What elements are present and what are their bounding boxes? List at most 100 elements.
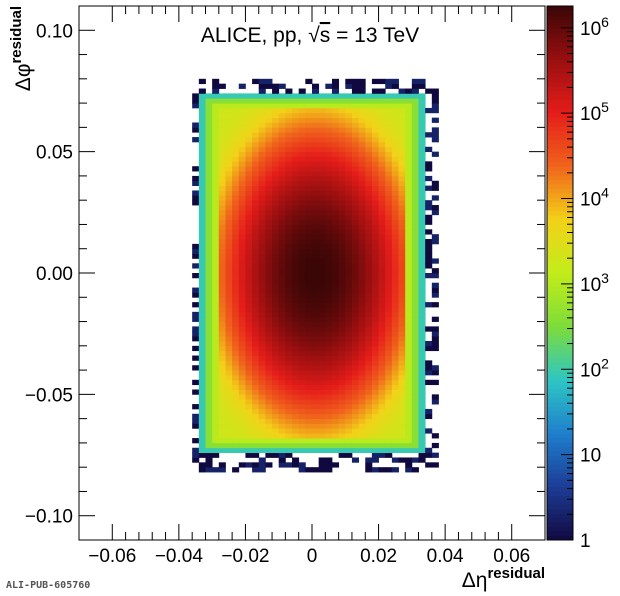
heatmap-cell [385, 117, 393, 123]
heatmap-cell [411, 423, 419, 429]
heatmap-cell [431, 302, 439, 308]
colorbar-segment [547, 148, 573, 154]
heatmap-cell [238, 345, 246, 352]
colorbar-segment [547, 308, 573, 314]
heatmap-cell [258, 292, 266, 298]
heatmap-cell [205, 277, 213, 284]
heatmap-cell [272, 277, 280, 284]
heatmap-cell [418, 219, 426, 225]
heatmap-cell [305, 433, 313, 439]
heatmap-cell [391, 248, 399, 254]
heatmap-cell [365, 127, 373, 133]
heatmap-cell [391, 336, 399, 342]
heatmap-cell [245, 117, 253, 123]
heatmap-cell [212, 374, 220, 381]
heatmap-cell [365, 107, 373, 114]
heatmap-cell [225, 190, 233, 196]
heatmap-cell [351, 200, 359, 206]
heatmap-cell [238, 321, 246, 327]
heatmap-cell [418, 365, 426, 371]
heatmap-cell [391, 166, 399, 172]
heatmap-cell [425, 408, 433, 415]
heatmap-cell [265, 175, 273, 182]
heatmap-cell [258, 88, 266, 94]
heatmap-cell [245, 171, 253, 177]
heatmap-cell [405, 340, 413, 347]
heatmap-cell [418, 389, 426, 395]
heatmap-cell [418, 384, 426, 390]
heatmap-cell [418, 452, 426, 458]
heatmap-cell [285, 442, 293, 449]
heatmap-cell [245, 404, 253, 410]
heatmap-cell [298, 229, 306, 235]
heatmap-cell [245, 447, 253, 454]
heatmap-cell [245, 112, 253, 119]
heatmap-cell [418, 98, 426, 104]
heatmap-cell [292, 336, 300, 342]
heatmap-cell [418, 268, 426, 274]
heatmap-cell [411, 156, 419, 162]
heatmap-cell [338, 117, 346, 123]
heatmap-cell [391, 418, 399, 424]
heatmap-cell [192, 302, 200, 308]
heatmap-cell [331, 311, 340, 318]
heatmap-cell [232, 340, 240, 347]
heatmap-cell [298, 156, 306, 162]
colorbar-segment [547, 477, 573, 483]
heatmap-cell [212, 112, 220, 119]
heatmap-cell [325, 234, 333, 240]
heatmap-cell [418, 127, 426, 133]
heatmap-cell [312, 200, 320, 206]
heatmap-cell [238, 175, 246, 182]
heatmap-cell [238, 423, 246, 429]
heatmap-cell [318, 161, 326, 167]
heatmap-cell [425, 413, 433, 420]
heatmap-cell [371, 107, 379, 114]
heatmap-cell [238, 394, 246, 400]
heatmap-cell [378, 326, 386, 332]
heatmap-cell [385, 127, 393, 133]
heatmap-cell [218, 433, 226, 439]
heatmap-cell [391, 379, 399, 386]
heatmap-cell [318, 404, 326, 410]
heatmap-cell [411, 306, 419, 313]
heatmap-cell [371, 185, 379, 191]
heatmap-cell [345, 350, 353, 356]
heatmap-cell [212, 268, 220, 274]
heatmap-cell [385, 447, 393, 454]
heatmap-cell [252, 355, 260, 361]
heatmap-cell [285, 141, 293, 148]
heatmap-cell [378, 413, 386, 420]
heatmap-cell [391, 146, 399, 153]
heatmap-cell [198, 331, 206, 337]
heatmap-cell [345, 292, 353, 298]
heatmap-cell [285, 239, 293, 245]
heatmap-cell [358, 239, 366, 245]
heatmap-cell [391, 306, 399, 313]
heatmap-cell [351, 394, 359, 400]
heatmap-cell [278, 287, 286, 293]
heatmap-cell [292, 205, 300, 211]
heatmap-cell [238, 404, 246, 410]
heatmap-cell [292, 345, 300, 352]
heatmap-cell [278, 447, 286, 454]
heatmap-cell [418, 200, 426, 206]
heatmap-cell [258, 151, 266, 157]
heatmap-cell [245, 268, 253, 274]
heatmap-cell [258, 137, 266, 143]
heatmap-cell [198, 127, 206, 133]
heatmap-cell [258, 442, 266, 449]
heatmap-cell [252, 195, 260, 201]
heatmap-cell [272, 243, 280, 250]
heatmap-cell [278, 171, 286, 177]
heatmap-cell [205, 200, 213, 206]
heatmap-cell [385, 229, 393, 235]
heatmap-cell [218, 229, 226, 235]
heatmap-cell [218, 389, 226, 395]
heatmap-cell [431, 442, 439, 449]
colorbar-segment [547, 526, 573, 532]
heatmap-cell [325, 243, 333, 250]
heatmap-cell [391, 326, 399, 332]
heatmap-cell [318, 447, 326, 454]
heatmap-cell [272, 331, 280, 337]
